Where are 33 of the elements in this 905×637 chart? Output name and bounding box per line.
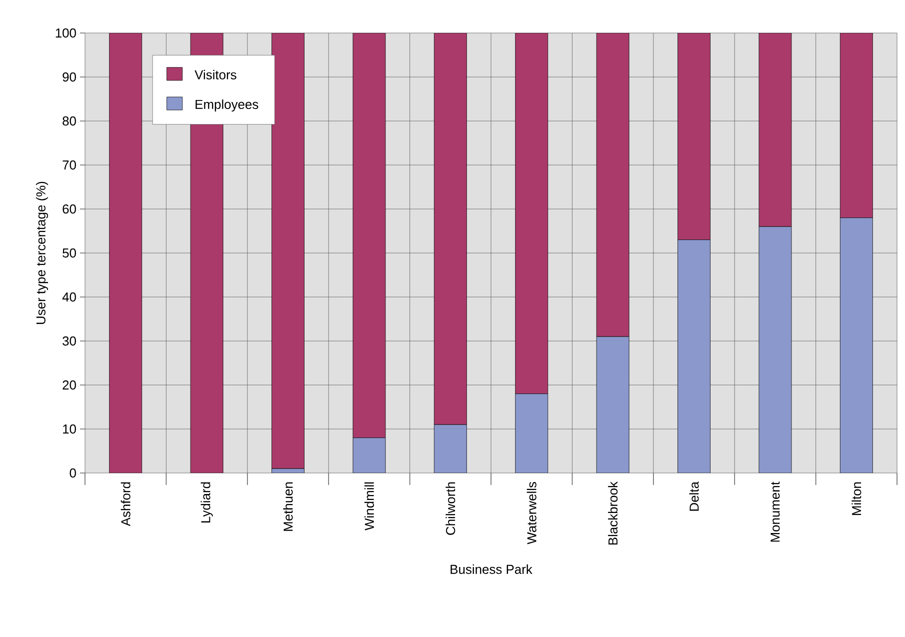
y-tick-label: 0 [70, 468, 76, 478]
x-tick-label: Blackbrook [608, 482, 618, 545]
y-tick-label: 100 [56, 28, 76, 38]
bar [515, 394, 548, 473]
x-tick-label: Delta [689, 482, 699, 511]
legend-label: Employees [196, 99, 258, 112]
y-tick-label: 30 [62, 336, 76, 346]
y-tick-label: 60 [62, 204, 76, 214]
x-axis-title: Business Park [450, 564, 532, 574]
x-tick-label: Ashford [120, 482, 130, 526]
x-tick-label: Waterwells [526, 482, 536, 544]
y-tick-label: 90 [62, 72, 76, 82]
bar [596, 336, 630, 473]
x-tick-label: Milton [852, 482, 862, 516]
y-axis-title: User type tercentage (%) [36, 182, 48, 324]
bar [758, 226, 792, 473]
bar [352, 438, 386, 473]
x-tick-label: Monument [770, 482, 780, 542]
y-tick-label: 20 [62, 380, 76, 390]
bar [840, 218, 873, 473]
x-tick-label: Windmill [364, 482, 374, 530]
y-tick-label: 80 [62, 116, 76, 126]
x-tick-label: Lydiard [200, 482, 213, 522]
x-tick-label: Chilworth [446, 482, 456, 535]
legend-label: Visitors [194, 70, 236, 80]
y-tick-label: 10 [63, 424, 76, 434]
y-tick-label: 40 [62, 292, 76, 302]
x-tick-label: Methuen [283, 482, 293, 531]
bar [678, 240, 710, 473]
y-tick-label: 50 [62, 248, 76, 258]
bar [109, 32, 142, 473]
y-tick-label: 70 [62, 160, 76, 170]
bar [434, 424, 467, 473]
